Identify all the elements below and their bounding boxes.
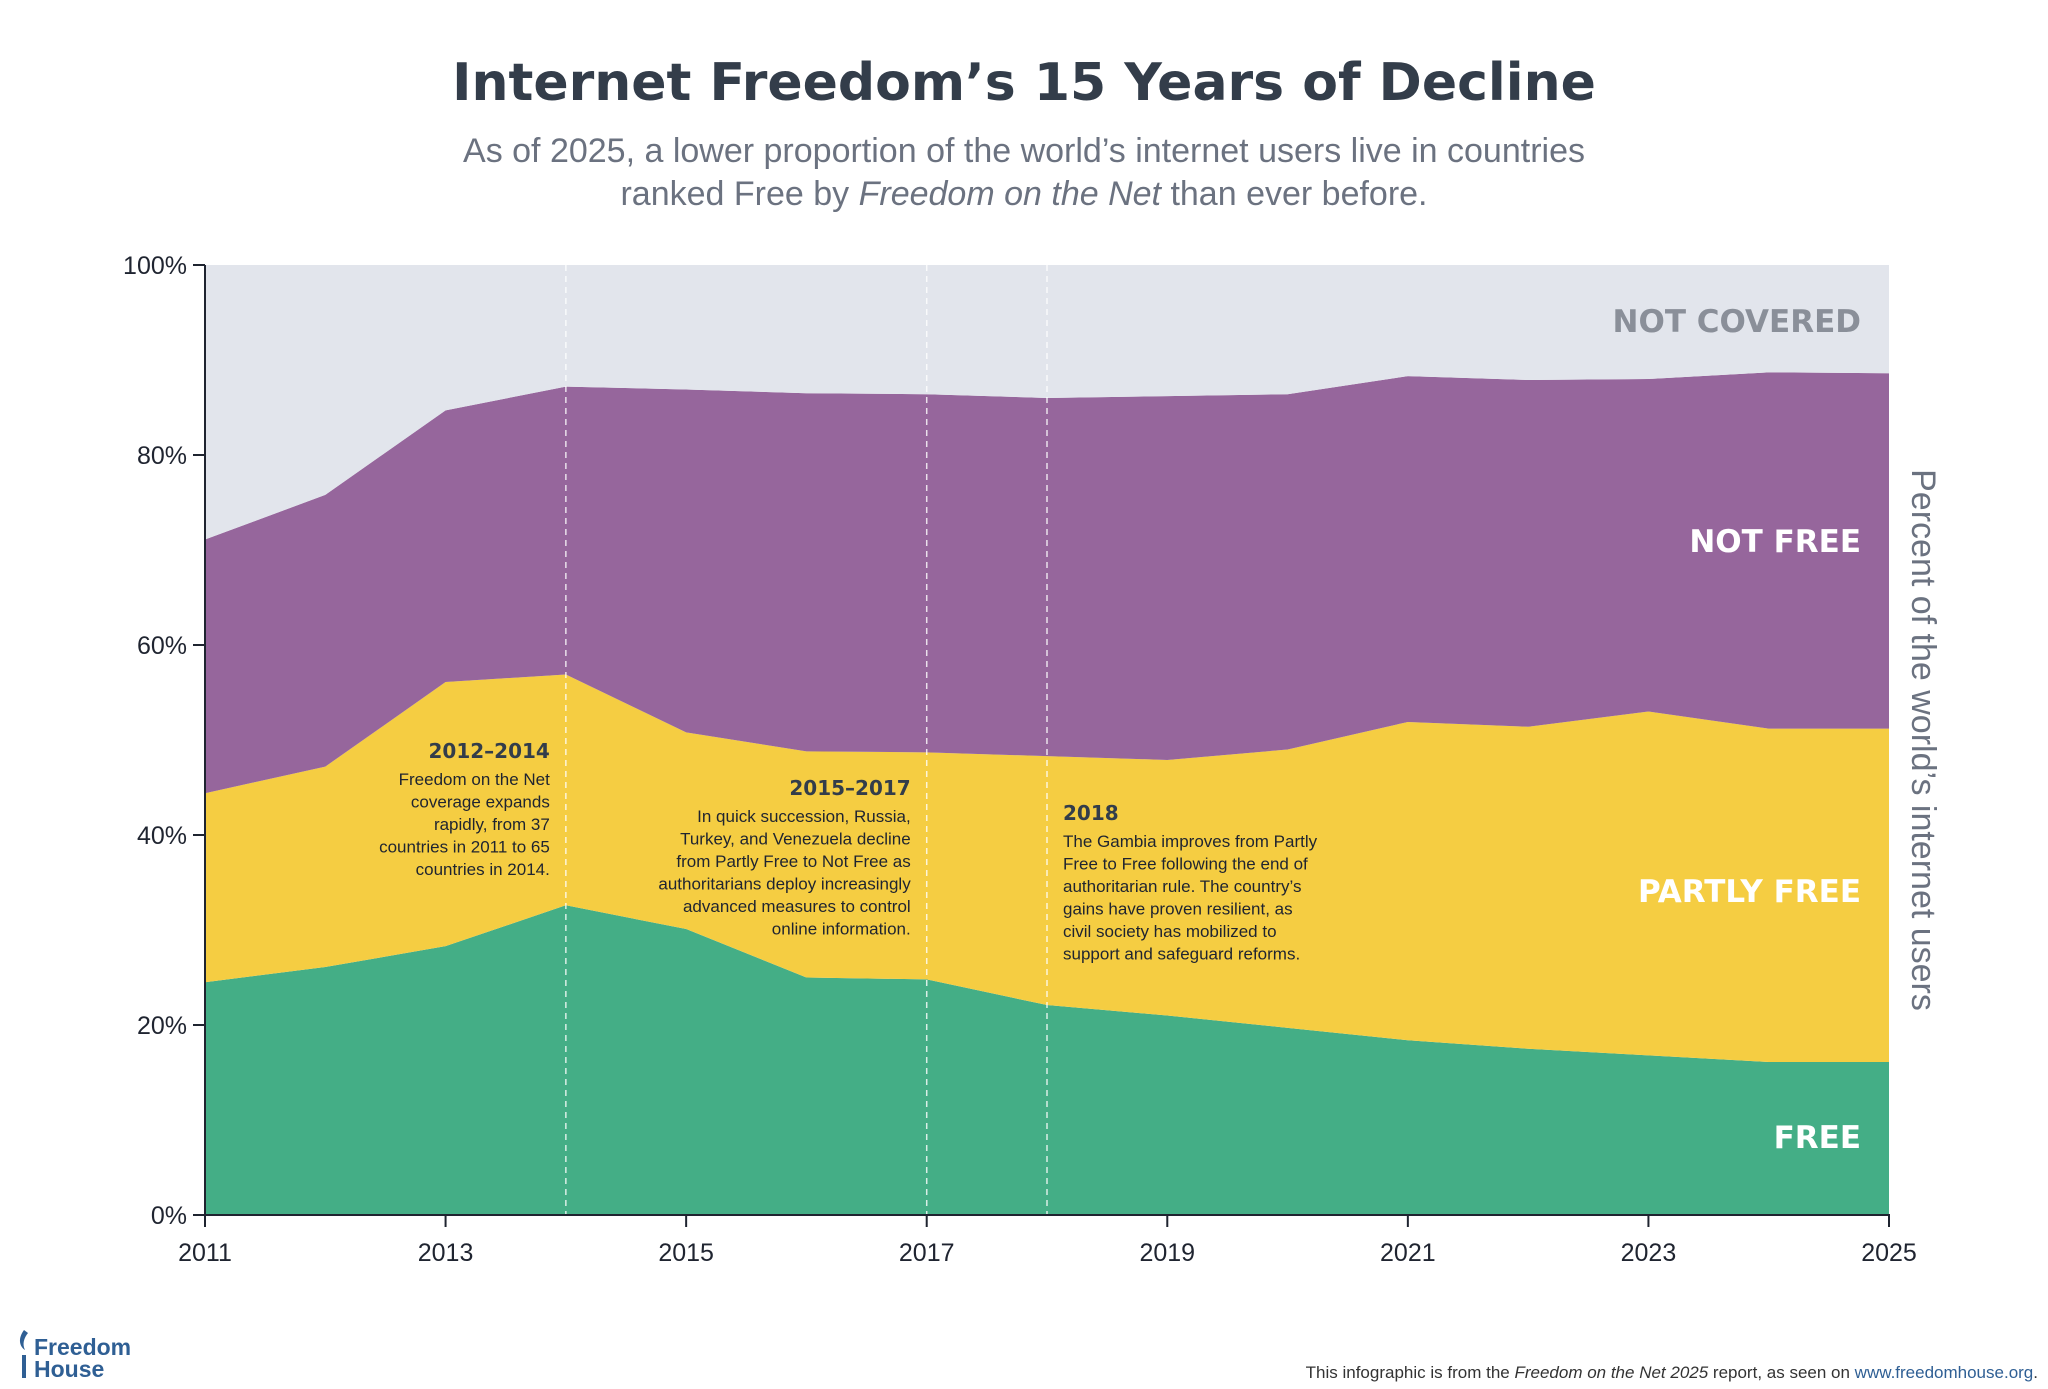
annotation: 2015–2017 In quick succession, Russia, Tur… <box>658 776 911 939</box>
x-tick-label: 2023 <box>1621 1239 1677 1267</box>
annotation: 2012–2014 Freedom on the Net coverage expa… <box>379 739 550 879</box>
annotation-text: countries in 2011 to 65 <box>379 838 550 857</box>
annotation-text: civil society has mobilized to <box>1063 922 1277 941</box>
annotation-text: support and safeguard reforms. <box>1063 945 1300 964</box>
annotation-text: Free to Free following the end of <box>1063 855 1308 874</box>
annotation-title: 2015–2017 <box>789 776 910 800</box>
annotation-text: countries in 2014. <box>416 860 550 879</box>
y-tick-label: 20% <box>137 1012 187 1040</box>
area-partly-free <box>205 674 1889 1063</box>
annotation-text: authoritarian rule. The country’s <box>1063 877 1301 896</box>
svg-text:Freedom: Freedom <box>34 1334 131 1360</box>
annotation-title: 2018 <box>1063 801 1119 825</box>
y-tick-label: 40% <box>137 822 187 850</box>
band-label: NOT COVERED <box>1613 304 1861 340</box>
area-not-free <box>205 372 1889 794</box>
x-tick-label: 2013 <box>418 1239 474 1267</box>
annotation-text: The Gambia improves from Partly <box>1063 832 1318 851</box>
torch-icon <box>19 1330 28 1378</box>
annotation-text: In quick succession, Russia, <box>697 807 911 826</box>
x-tick-label: 2019 <box>1139 1239 1195 1267</box>
y-tick-label: 100% <box>123 252 187 280</box>
annotation: 2018 The Gambia improves from Partly Free … <box>1063 801 1318 964</box>
area-not-covered <box>205 265 1889 540</box>
band-label: NOT FREE <box>1689 524 1861 560</box>
annotation-text: rapidly, from 37 <box>434 815 550 834</box>
chart-title: Internet Freedom’s 15 Years of Decline <box>452 53 1596 113</box>
y-tick-label: 0% <box>151 1202 187 1230</box>
annotation-text: Freedom on the Net <box>399 770 550 789</box>
svg-text:House: House <box>34 1356 104 1382</box>
x-tick-label: 2017 <box>899 1239 955 1267</box>
annotation-text: authoritarians deploy increasingly <box>658 875 911 894</box>
y-tick-label: 80% <box>137 442 187 470</box>
y-tick-label: 60% <box>137 632 187 660</box>
annotation-text: online information. <box>772 920 911 939</box>
chart-subtitle-line1: As of 2025, a lower proportion of the wo… <box>463 132 1585 170</box>
annotation-title: 2012–2014 <box>429 739 550 763</box>
x-tick-label: 2021 <box>1380 1239 1436 1267</box>
band-label: FREE <box>1774 1120 1861 1156</box>
annotation-text: gains have proven resilient, as <box>1063 900 1293 919</box>
source-link[interactable]: www.freedomhouse.org <box>1854 1363 2034 1382</box>
y-axis-label: Percent of the world’s internet users <box>1904 469 1942 1011</box>
chart-subtitle-line2: ranked Free by Freedom on the Net than e… <box>620 175 1427 213</box>
x-tick-label: 2011 <box>178 1239 232 1267</box>
x-tick-label: 2025 <box>1861 1239 1917 1267</box>
annotation-text: Turkey, and Venezuela decline <box>680 830 911 849</box>
annotation-text: coverage expands <box>411 793 550 812</box>
source-note: This infographic is from the Freedom on … <box>1306 1363 2038 1382</box>
freedom-house-logo[interactable]: Freedom House <box>19 1330 131 1382</box>
x-tick-label: 2015 <box>658 1239 714 1267</box>
band-label: PARTLY FREE <box>1638 874 1861 910</box>
annotation-text: from Partly Free to Not Free as <box>676 852 910 871</box>
annotation-text: advanced measures to control <box>683 897 911 916</box>
